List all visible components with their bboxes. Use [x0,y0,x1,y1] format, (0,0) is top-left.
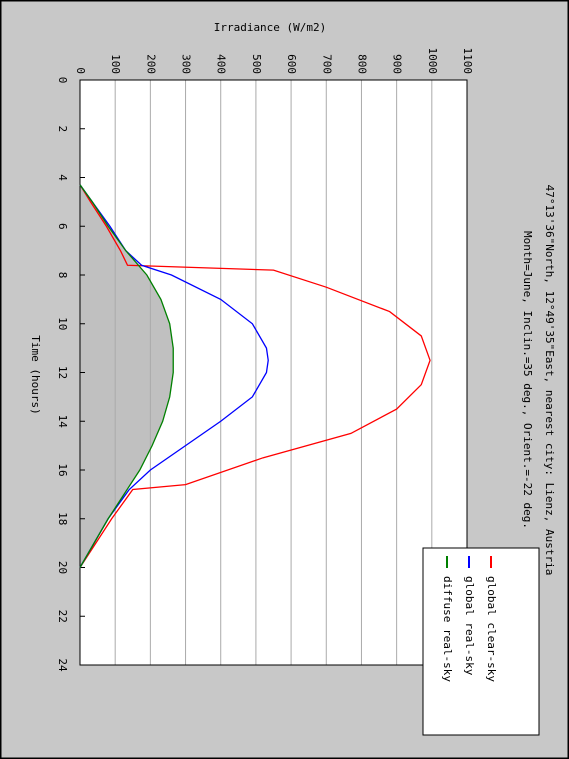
y-tick-label: 600 [285,54,298,74]
y-tick-label: 100 [109,54,122,74]
x-tick-label: 18 [56,512,69,525]
x-tick-label: 14 [56,415,69,429]
line [79,184,431,568]
y-tick-label: 400 [215,54,228,74]
x-tick-label: 22 [56,610,69,623]
legend-label: diffuse real-sky [441,576,454,682]
y-tick-label: 1000 [426,48,439,75]
line [79,184,174,568]
x-tick-label: 20 [56,561,69,574]
x-tick-label: 6 [56,223,69,230]
chart-title: Month=June, Inclin.=35 deg., Orient.=-22… [521,231,534,529]
chart-title: 47°13'36"North, 12°49'35"East, nearest c… [543,185,556,576]
y-tick-label: 900 [391,54,404,74]
y-tick-label: 200 [144,54,157,74]
x-tick-label: 12 [56,366,69,379]
y-tick-label: 0 [74,67,87,74]
y-tick-label: 1100 [461,48,474,75]
x-tick-label: 4 [56,174,69,181]
x-tick-label: 16 [56,463,69,476]
legend-label: global real-sky [463,576,476,676]
plot-area [80,80,467,665]
plot-border [79,79,468,666]
legend-label: global clear-sky [485,576,498,682]
y-tick-label: 800 [355,54,368,74]
y-tick-label: 700 [320,54,333,74]
legend-box [422,547,540,736]
x-tick-label: 8 [56,272,69,279]
y-tick-label: 500 [250,54,263,74]
x-tick-label: 0 [56,77,69,84]
y-tick-label: 300 [180,54,193,74]
x-tick-label: 2 [56,125,69,132]
x-tick-label: 24 [56,658,69,672]
x-tick-label: 10 [56,317,69,330]
x-axis-label: Time (hours) [29,335,42,414]
y-axis-label: Irradiance (W/m2) [214,21,327,34]
chart: 0 100 200 300 400 500 600 700 800 900 1000 11000246… [29,21,556,736]
